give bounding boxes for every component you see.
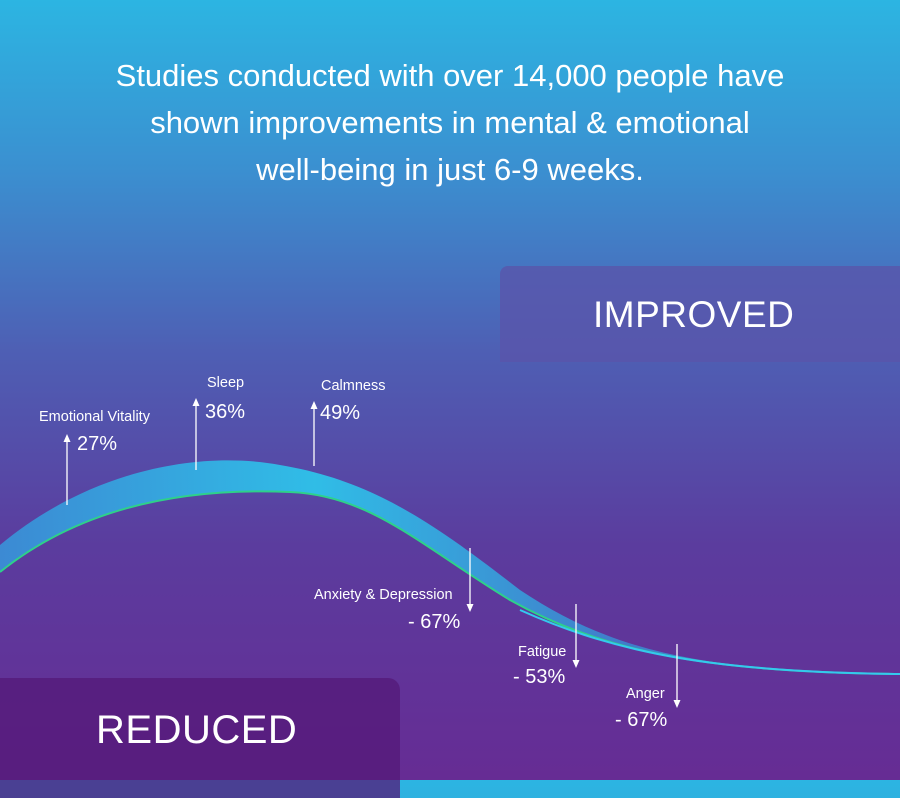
metric-name: Anxiety & Depression (314, 587, 453, 603)
arrow-anxiety-depression (466, 548, 474, 612)
metric-value: 27% (77, 433, 118, 455)
wave-graphic (0, 398, 900, 708)
metric-value: - 67% (408, 611, 461, 633)
arrow-anger (673, 644, 681, 708)
arrow-calmness (310, 401, 318, 466)
metric-value: 49% (320, 402, 361, 424)
improved-panel: IMPROVED (500, 266, 900, 362)
improved-label: IMPROVED (593, 294, 795, 335)
metric-name: Anger (626, 686, 665, 702)
metric-value: - 53% (513, 666, 566, 688)
metric-name: Emotional Vitality (39, 409, 150, 425)
arrow-sleep (192, 398, 200, 470)
wave-band (0, 460, 900, 674)
wave-tail-line (519, 609, 900, 675)
reduced-label: REDUCED (96, 708, 298, 752)
reduced-panel: REDUCED (0, 678, 400, 798)
arrow-emotional-vitality (63, 434, 71, 505)
metric-name: Calmness (321, 378, 386, 394)
headline-line-2: shown improvements in mental & emotional (150, 105, 750, 140)
headline-line-3: well-being in just 6-9 weeks. (256, 152, 644, 187)
metric-value: - 67% (615, 709, 668, 731)
wave-edge-line (0, 490, 900, 675)
metric-name: Fatigue (518, 644, 567, 660)
metric-value: 36% (205, 401, 246, 423)
headline-line-1: Studies conducted with over 14,000 peopl… (115, 58, 785, 93)
metric-name: Sleep (207, 375, 245, 391)
headline: Studies conducted with over 14,000 peopl… (60, 52, 840, 193)
arrow-fatigue (572, 604, 580, 668)
